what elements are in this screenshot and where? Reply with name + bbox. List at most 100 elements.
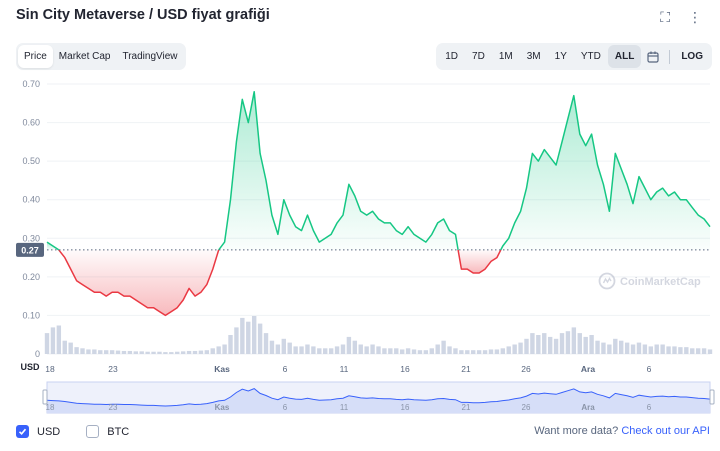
volume-bar	[471, 350, 476, 354]
volume-bar	[595, 340, 600, 354]
volume-bar	[553, 338, 559, 354]
divider	[669, 49, 671, 64]
more-options-icon[interactable]: ⋮	[688, 9, 702, 25]
volume-bar	[98, 350, 103, 354]
tab-price[interactable]: Price	[18, 45, 53, 68]
y-tick-label: 0.10	[22, 310, 40, 320]
x-tick-label: Kas	[214, 364, 230, 374]
volume-bar	[678, 347, 683, 354]
volume-bar	[394, 348, 399, 354]
volume-bar	[198, 350, 204, 354]
volume-bar	[447, 346, 452, 354]
volume-bar	[151, 351, 156, 354]
volume-bar	[648, 346, 654, 354]
volume-bar	[512, 344, 517, 354]
volume-bar	[293, 346, 298, 354]
volume-bar	[210, 348, 215, 354]
volume-bar	[577, 333, 582, 354]
volume-bar	[701, 348, 707, 354]
range-7d[interactable]: 7D	[472, 51, 485, 62]
volume-bar	[518, 342, 523, 354]
watermark-logo-icon	[598, 272, 616, 290]
volume-bar	[429, 348, 434, 354]
x-tick-label: 26	[521, 364, 531, 374]
volume-bar	[334, 346, 340, 354]
range-all[interactable]: ALL	[607, 45, 642, 68]
volume-bar	[654, 344, 659, 354]
y-tick-label: 0.60	[22, 118, 40, 128]
area-above-reference	[47, 242, 59, 250]
volume-bar	[690, 348, 695, 354]
navigator-tick-label: Kas	[215, 403, 230, 412]
log-scale-toggle[interactable]: LOG	[681, 51, 703, 62]
volume-bar	[103, 350, 109, 354]
volume-bar	[547, 336, 553, 354]
volume-bar	[234, 327, 239, 354]
calendar-icon[interactable]	[641, 45, 665, 68]
range-1m[interactable]: 1M	[498, 51, 513, 62]
range-ytd[interactable]: YTD	[580, 51, 601, 62]
range-1y[interactable]: 1Y	[554, 51, 567, 62]
chart-type-tabs: Price Market Cap TradingView	[16, 43, 186, 70]
volume-bar	[405, 348, 411, 354]
volume-bar	[299, 346, 304, 354]
volume-bar	[559, 333, 565, 354]
volume-bar	[441, 340, 446, 354]
volume-bar	[459, 350, 464, 354]
volume-bar	[482, 350, 488, 354]
volume-bar	[571, 327, 577, 354]
volume-bar	[636, 342, 642, 354]
volume-bar	[500, 348, 506, 354]
volume-bar	[707, 349, 713, 354]
price-line-down	[58, 249, 220, 317]
coinmarketcap-watermark: CoinMarketCap	[598, 272, 701, 290]
tab-tradingview[interactable]: TradingView	[122, 51, 178, 62]
volume-bar	[453, 348, 458, 354]
volume-bar	[358, 344, 363, 354]
usd-checkbox[interactable]	[16, 425, 29, 438]
volume-bar	[204, 350, 210, 354]
fullscreen-icon[interactable]: ⛶	[660, 9, 670, 25]
volume-bar	[328, 348, 334, 354]
navigator-tick-label: 16	[401, 403, 410, 412]
y-tick-label: 0.20	[22, 272, 40, 282]
volume-bar	[672, 346, 677, 354]
tab-market-cap[interactable]: Market Cap	[58, 51, 111, 62]
x-tick-label: 6	[283, 364, 288, 374]
time-range-selector: 1D 7D 1M 3M 1Y YTD ALL LOG	[436, 43, 712, 70]
btc-checkbox[interactable]	[86, 425, 100, 438]
volume-bar	[346, 336, 352, 354]
volume-bar	[613, 338, 618, 354]
area-below-reference	[458, 249, 501, 273]
volume-bar	[317, 348, 322, 354]
navigator-line	[46, 388, 711, 407]
price-chart[interactable]: 0.70 0.60 0.50 0.40 0.30 0.20 0.10 0 0.27 CoinMar…	[0, 0, 720, 420]
volume-bar	[388, 348, 393, 354]
volume-bar	[660, 344, 665, 354]
page-title: Sin City Metaverse / USD fiyat grafiği	[16, 7, 270, 23]
volume-bar	[506, 346, 511, 354]
y-axis-label: USD	[20, 362, 40, 372]
volume-bar	[364, 346, 369, 354]
volume-bar	[376, 346, 381, 354]
volume-bar	[524, 338, 529, 354]
volume-bar	[630, 344, 636, 354]
navigator-handle-left	[42, 389, 48, 405]
y-tick-label: 0.40	[22, 195, 40, 205]
volume-bar	[684, 347, 689, 354]
volume-bar	[695, 348, 701, 354]
volume-bar	[139, 351, 144, 354]
volume-bar	[476, 350, 482, 354]
volume-bar	[50, 327, 56, 354]
api-link[interactable]: Check out our API	[621, 425, 710, 437]
volume-bar	[240, 317, 245, 354]
x-tick-label: 18	[45, 364, 55, 374]
y-tick-label: 0.30	[22, 233, 40, 243]
range-1d[interactable]: 1D	[445, 51, 459, 62]
api-promo: Want more data? Check out our API	[534, 425, 710, 437]
volume-bar	[311, 346, 316, 354]
volume-bar	[228, 335, 233, 354]
navigator-tick-label: 21	[462, 403, 471, 412]
range-3m[interactable]: 3M	[526, 51, 541, 62]
navigator-tick-label: 26	[522, 403, 531, 412]
